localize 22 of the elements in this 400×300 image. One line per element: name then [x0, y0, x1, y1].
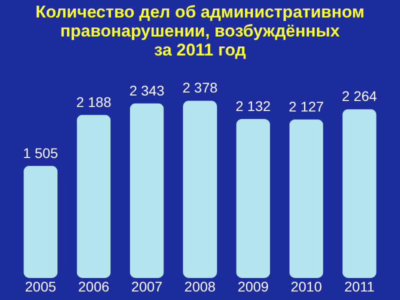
data-label: 2 378 [182, 80, 218, 96]
data-label: 2 127 [288, 98, 324, 114]
x-tick-label: 2008 [184, 278, 216, 294]
data-label: 2 132 [236, 98, 271, 114]
data-label: 1 505 [23, 144, 58, 161]
bar [76, 114, 111, 278]
data-label: 2 264 [342, 88, 378, 104]
x-tick-label: 2010 [290, 278, 322, 294]
data-label: 2 188 [76, 94, 112, 110]
x-tick-label: 2009 [238, 278, 269, 294]
data-label: 2 343 [129, 82, 165, 98]
bar [342, 109, 376, 278]
bar [236, 118, 270, 278]
x-tick-label: 2007 [131, 278, 163, 294]
x-tick-label: 2005 [24, 278, 56, 294]
bar [130, 103, 164, 278]
bar [24, 166, 58, 278]
bar [183, 100, 217, 278]
chart-title: Количество дел об административном правонарушении, возбуждённых за 2011 год [35, 2, 365, 60]
bar [289, 119, 324, 278]
x-tick-label: 2006 [78, 278, 110, 294]
x-tick-label: 2011 [344, 278, 375, 294]
